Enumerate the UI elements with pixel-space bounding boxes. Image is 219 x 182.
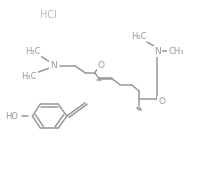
Text: O: O xyxy=(98,61,105,70)
Text: H₃C: H₃C xyxy=(25,47,40,56)
Text: N: N xyxy=(154,47,161,56)
Text: HO: HO xyxy=(5,112,18,121)
Text: HCl: HCl xyxy=(40,11,57,20)
Text: H₃C: H₃C xyxy=(21,72,37,81)
Text: O: O xyxy=(159,97,166,106)
Text: N: N xyxy=(50,61,57,70)
Text: H₃C: H₃C xyxy=(131,32,146,41)
Text: CH₃: CH₃ xyxy=(169,47,184,56)
